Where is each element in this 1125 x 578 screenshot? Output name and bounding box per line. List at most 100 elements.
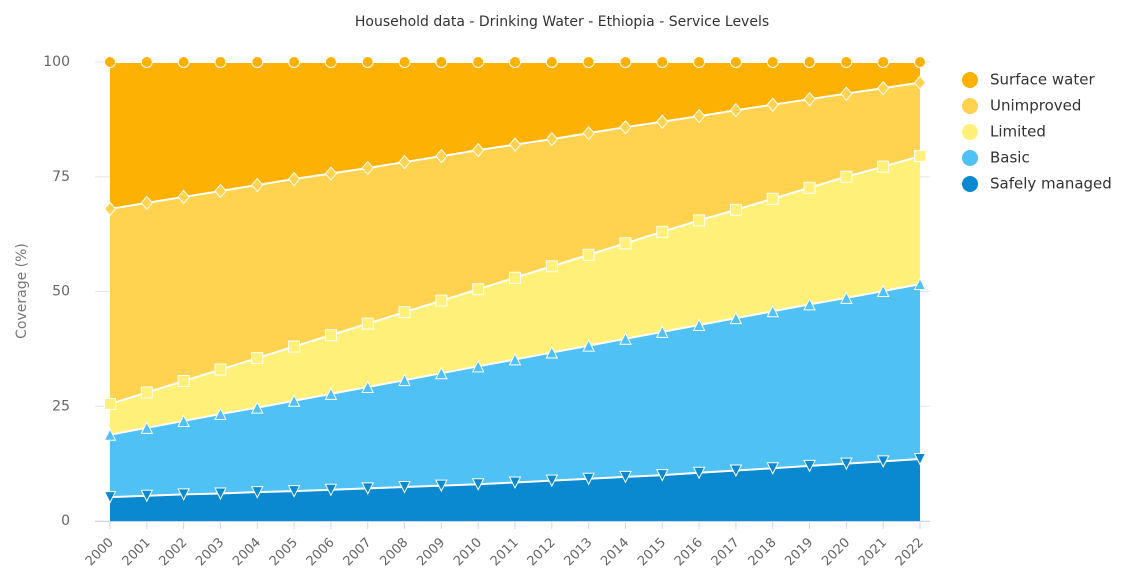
marker (471, 359, 485, 373)
x-tick-label: 2008 (377, 535, 411, 569)
legend-label: Limited (990, 123, 1046, 141)
x-tick-label: 2018 (746, 535, 780, 569)
x-tick-label: 2016 (672, 535, 706, 569)
marker (545, 474, 559, 488)
marker (287, 485, 301, 498)
marker (508, 137, 522, 152)
legend-item: Unimproved (962, 97, 1081, 115)
marker (288, 56, 301, 68)
legend-label: Basic (990, 149, 1030, 167)
marker (472, 142, 485, 158)
x-tick-label: 2006 (304, 535, 338, 569)
marker (693, 56, 706, 68)
marker (803, 91, 816, 107)
marker (140, 195, 153, 211)
marker (214, 487, 227, 501)
marker (803, 181, 816, 194)
marker (913, 453, 927, 466)
x-tick-label: 2005 (267, 535, 301, 569)
marker (361, 482, 375, 496)
marker (729, 464, 743, 478)
marker (655, 325, 669, 338)
marker (103, 428, 117, 441)
marker (324, 166, 338, 181)
marker (508, 476, 522, 490)
x-tick-label: 2007 (341, 535, 375, 569)
legend-item: Basic (962, 149, 1030, 167)
marker (766, 304, 780, 318)
marker (324, 56, 337, 68)
legend-symbol (962, 98, 978, 114)
marker (582, 56, 595, 68)
marker (250, 486, 264, 499)
x-tick-label: 2013 (561, 535, 595, 569)
y-tick-label: 0 (61, 513, 70, 529)
marker (324, 483, 338, 497)
y-axis-label: Coverage (%) (14, 243, 30, 339)
area (110, 459, 920, 521)
marker (361, 56, 374, 68)
legend-label: Unimproved (990, 97, 1081, 115)
marker (692, 108, 706, 124)
marker (729, 203, 742, 216)
marker (766, 56, 779, 68)
marker (435, 294, 448, 307)
marker (214, 407, 227, 421)
marker (840, 86, 853, 101)
marker (287, 394, 301, 407)
marker (471, 478, 485, 491)
x-tick-label: 2000 (83, 535, 117, 569)
marker (656, 225, 669, 238)
marker (582, 248, 595, 261)
marker (398, 154, 411, 170)
x-tick-label: 2014 (598, 535, 632, 569)
marker (840, 457, 853, 471)
marker (877, 80, 890, 96)
marker (582, 125, 595, 141)
marker (361, 380, 375, 393)
x-tick-label: 2010 (451, 535, 485, 569)
marker (398, 56, 411, 68)
marker (177, 414, 190, 427)
marker (619, 56, 632, 68)
marker (729, 311, 743, 325)
marker (619, 237, 632, 250)
marker (177, 375, 190, 388)
marker (914, 150, 926, 163)
marker (545, 56, 558, 68)
chart-title: Household data - Drinking Water - Ethiop… (355, 14, 769, 30)
marker (472, 56, 485, 68)
marker (103, 491, 117, 504)
y-tick-label: 100 (43, 54, 70, 70)
y-tick-label: 25 (52, 398, 70, 414)
marker (619, 332, 632, 345)
x-tick-label: 2015 (635, 535, 669, 569)
marker (840, 291, 853, 304)
marker (435, 148, 448, 164)
marker (104, 56, 116, 68)
area (110, 62, 920, 209)
marker (729, 102, 743, 118)
marker (766, 192, 779, 205)
legend-item: Safely managed (962, 175, 1112, 193)
x-tick-label: 2003 (193, 535, 227, 569)
legend-symbol (962, 124, 978, 140)
x-tick-label: 2004 (230, 535, 264, 569)
x-tick-label: 2001 (120, 535, 154, 569)
x-tick-label: 2019 (782, 535, 816, 569)
marker (140, 421, 154, 434)
marker (877, 56, 890, 68)
marker (803, 56, 816, 68)
marker (729, 56, 742, 68)
marker (545, 345, 559, 359)
marker (656, 114, 669, 129)
marker (435, 366, 448, 380)
marker (840, 170, 853, 183)
marker (766, 97, 779, 112)
legend-symbol (962, 150, 978, 166)
marker (177, 56, 190, 68)
marker (398, 306, 411, 319)
marker (619, 470, 632, 484)
x-tick-label: 2022 (893, 535, 927, 569)
marker (177, 488, 190, 501)
